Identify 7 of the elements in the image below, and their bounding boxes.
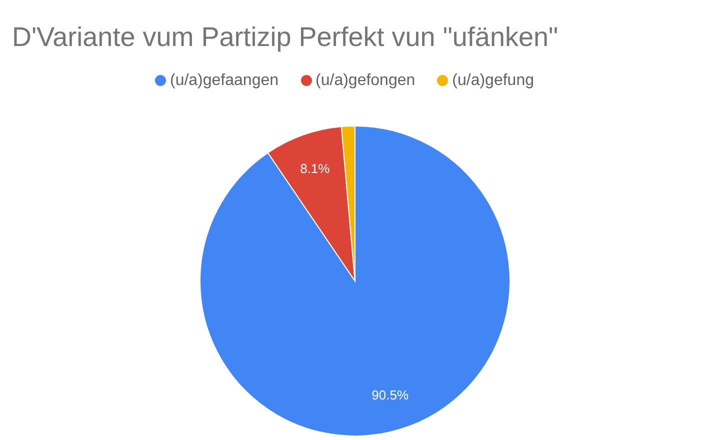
legend-label: (u/a)gefung (452, 72, 534, 89)
pie-slice (200, 126, 510, 436)
chart-title: D'Variante vum Partizip Perfekt vun "ufänken" (12, 22, 558, 53)
legend-label: (u/a)gefaangen (170, 72, 279, 89)
data-label: 8.1% (300, 161, 330, 176)
data-label: 90.5% (372, 388, 409, 403)
legend-label: (u/a)gefongen (316, 72, 416, 89)
